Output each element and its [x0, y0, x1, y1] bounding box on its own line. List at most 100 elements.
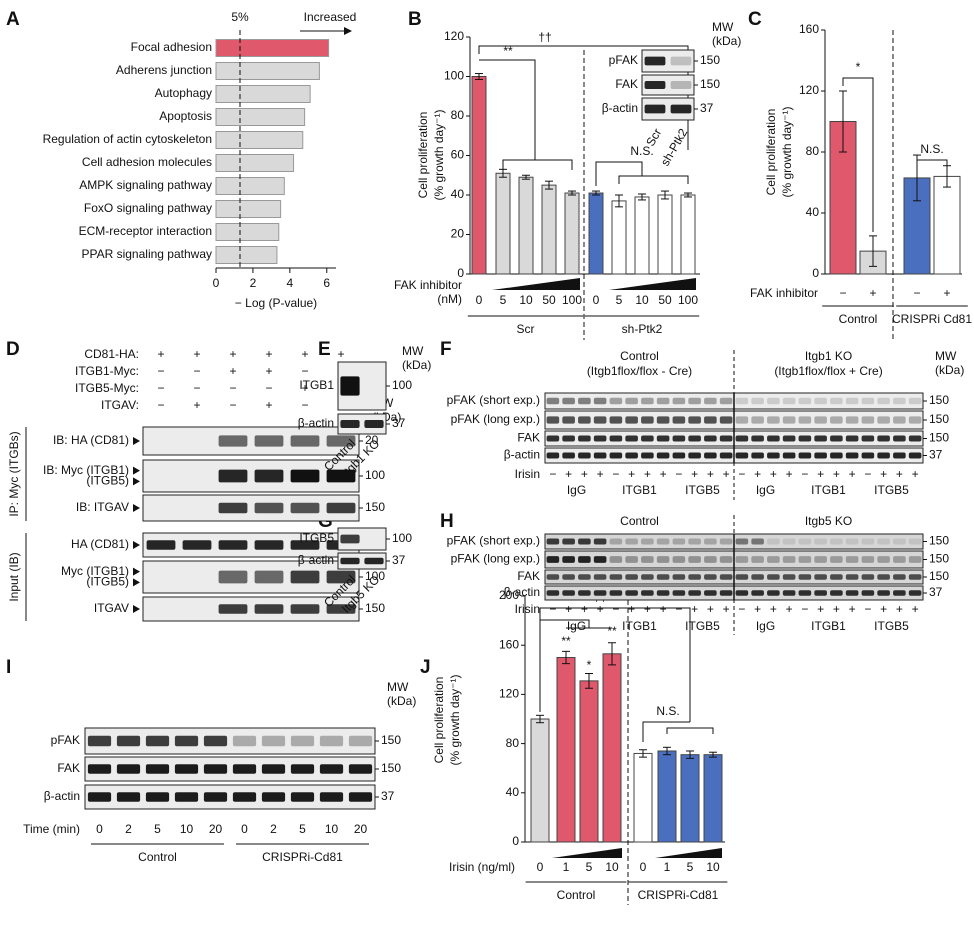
band: [340, 557, 360, 565]
treatment-sign: −: [738, 467, 745, 481]
band: [767, 590, 780, 596]
band: [261, 764, 286, 774]
band: [641, 452, 654, 459]
header-label: Itgb5 KO: [805, 514, 852, 528]
band: [145, 792, 170, 802]
band: [578, 538, 591, 545]
x-axis-label: (nM): [437, 292, 462, 306]
band: [290, 570, 320, 584]
treatment-sign: −: [549, 602, 556, 616]
band: [145, 735, 170, 747]
annotation: Increased: [304, 10, 357, 24]
band: [767, 556, 780, 563]
condition-sign: −: [301, 398, 308, 412]
treatment-sign: +: [565, 467, 572, 481]
treatment-sign: −: [864, 467, 871, 481]
band: [290, 792, 315, 802]
annotation: N.S.: [630, 144, 653, 158]
band: [641, 397, 654, 405]
band: [656, 452, 670, 459]
band: [908, 574, 922, 580]
treatment-sign: +: [628, 467, 635, 481]
treatment-sign: +: [833, 467, 840, 481]
band: [782, 452, 796, 459]
mw-title: (kDa): [712, 34, 741, 48]
bar: [215, 154, 295, 172]
band: [546, 556, 560, 563]
band: [670, 56, 692, 66]
annotation: ††: [538, 30, 551, 44]
band: [845, 397, 859, 405]
band: [254, 469, 284, 483]
band: [814, 435, 827, 442]
bar: [611, 200, 627, 275]
band: [893, 452, 906, 459]
band: [719, 556, 733, 563]
band: [798, 416, 812, 424]
dose-wedge: [655, 848, 722, 858]
treatment-sign: +: [817, 602, 824, 616]
treatment-label: Time (min): [23, 822, 80, 836]
y-tick-label: 60: [451, 148, 465, 162]
dose-wedge: [492, 278, 580, 290]
treatment-sign: +: [628, 602, 635, 616]
band: [814, 556, 827, 563]
x-tick-label: −: [839, 286, 846, 300]
band: [830, 397, 843, 405]
group-label: IgG: [567, 619, 586, 633]
treatment-sign: +: [770, 467, 777, 481]
band: [578, 590, 591, 596]
band: [593, 416, 607, 424]
condition-sign: −: [157, 364, 164, 378]
treatment-sign: +: [565, 602, 572, 616]
y-axis-label: Cell proliferation: [416, 112, 430, 199]
band: [719, 452, 733, 459]
band: [254, 570, 284, 584]
band: [845, 556, 859, 563]
treatment-sign: −: [675, 467, 682, 481]
band: [908, 538, 922, 545]
band: [546, 538, 560, 545]
band: [656, 397, 670, 405]
y-tick-label: 120: [444, 29, 464, 43]
treatment-sign: +: [723, 467, 730, 481]
annotation: N.S.: [656, 704, 679, 718]
condition-sign: −: [193, 381, 200, 395]
mw-label: 37: [929, 585, 943, 599]
condition-sign: −: [229, 381, 236, 395]
treatment-sign: +: [880, 602, 887, 616]
band: [877, 452, 890, 459]
band: [704, 435, 717, 442]
band: [290, 735, 315, 747]
band: [578, 556, 591, 563]
band: [609, 590, 623, 596]
mw-label: 150: [365, 500, 385, 514]
band: [830, 590, 843, 596]
condition-sign: +: [337, 347, 344, 361]
category-label: FoxO signaling pathway: [84, 201, 212, 215]
band: [704, 416, 717, 424]
treatment-sign: +: [786, 602, 793, 616]
blot-strip: [142, 532, 360, 558]
treatment-sign: +: [817, 467, 824, 481]
band: [735, 590, 749, 596]
x-tick-label: 100: [562, 293, 582, 307]
y-tick-label: 40: [506, 785, 520, 799]
row-label: β-actin: [504, 585, 540, 599]
bar: [556, 657, 576, 843]
band: [562, 590, 575, 596]
bar: [657, 750, 677, 843]
band: [861, 538, 875, 545]
band: [751, 574, 764, 580]
band: [893, 397, 906, 405]
treatment-sign: +: [644, 602, 651, 616]
band: [735, 397, 749, 405]
row-label: (ITGB5): [86, 575, 129, 589]
row-label: pFAK (long exp.): [451, 412, 540, 426]
treatment-sign: +: [833, 602, 840, 616]
bar: [588, 192, 604, 275]
row-label: HA (CD81): [71, 537, 129, 551]
condition-sign: +: [229, 364, 236, 378]
treatment-sign: −: [612, 467, 619, 481]
band: [877, 435, 890, 442]
